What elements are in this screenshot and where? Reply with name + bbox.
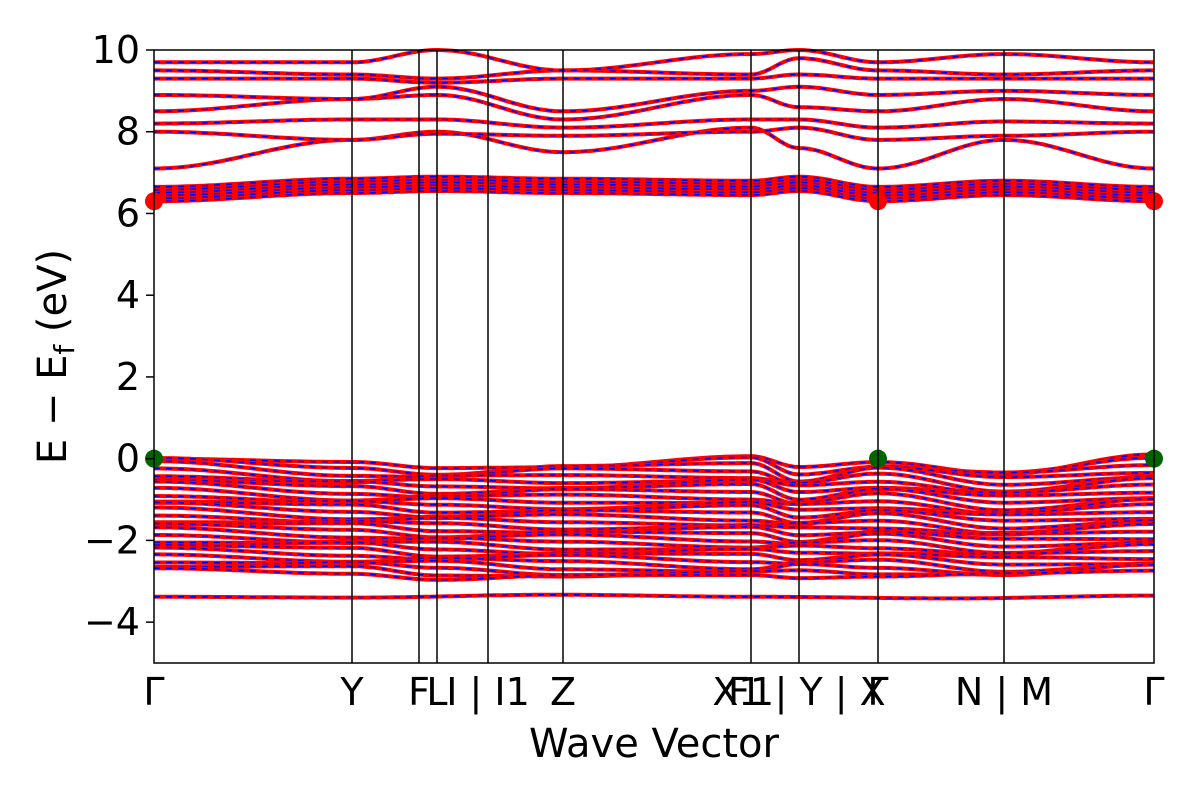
deep-band-down <box>154 594 1154 600</box>
plot-frame <box>153 49 1155 664</box>
valence-band-up <box>154 525 1154 544</box>
valence-band-up <box>154 505 1155 526</box>
y-tick-label: −2 <box>84 518 140 562</box>
conduction-low-band-up <box>154 180 1154 195</box>
x-tick-label: X1 | Y | X <box>712 670 885 715</box>
conduction-band-1-up <box>154 125 1154 142</box>
conduction-low-band-up <box>154 183 1154 198</box>
y-tick-label: 10 <box>92 28 140 72</box>
ylabel-unit: (eV) <box>30 249 76 345</box>
x-tick-label: Y <box>339 670 364 714</box>
x-tick-label: N | M <box>955 670 1053 715</box>
conduction-low-band-up <box>154 188 1154 204</box>
y-tick-label: 8 <box>116 110 140 154</box>
kpoint-lines <box>351 50 1005 663</box>
conduction-band-0-down <box>154 126 1155 170</box>
y-tick-label: −4 <box>84 600 140 644</box>
x-tick-label: F <box>408 670 430 714</box>
x-tick-label: Γ <box>867 670 888 714</box>
x-tick-label: L <box>426 670 447 714</box>
x-tick-label: Γ <box>143 670 164 714</box>
x-tick-label: F1 <box>728 670 774 714</box>
x-axis-label: Wave Vector <box>529 721 780 767</box>
conduction-low-band-up <box>154 177 1155 192</box>
y-tick-label: 0 <box>116 437 140 481</box>
conduction-low-band-up <box>154 186 1154 201</box>
conduction-band-2-up <box>154 117 1154 130</box>
conduction-band-6-up <box>154 56 1154 81</box>
ylabel-main: E − E <box>30 355 76 465</box>
y-ticks: −4 −2 0 2 4 6 8 10 <box>84 28 154 644</box>
valence-band-up <box>154 566 1154 582</box>
x-tick-label: Z <box>550 670 576 714</box>
conduction-band-3-down <box>154 94 1154 121</box>
conduction-band-7-up <box>154 47 1155 73</box>
x-tick-label: I | I1 <box>446 670 530 715</box>
valence-band-down <box>153 460 1154 483</box>
markers-layer <box>145 192 1163 468</box>
conduction-band-5-down <box>154 73 1154 84</box>
valence-band-up <box>154 479 1155 502</box>
valence-band-up <box>154 545 1154 563</box>
conduction-low-band-up <box>154 174 1154 189</box>
conduction-band-4-down <box>154 85 1155 113</box>
ylabel-sub: f <box>48 344 81 355</box>
y-tick-label: 4 <box>116 273 140 317</box>
bands-layer <box>153 47 1155 601</box>
y-tick-label: 2 <box>116 355 140 399</box>
y-tick-label: 6 <box>116 191 140 235</box>
x-tick-label: Γ <box>1143 670 1164 714</box>
y-axis-label: E − Ef (eV) <box>30 249 81 464</box>
